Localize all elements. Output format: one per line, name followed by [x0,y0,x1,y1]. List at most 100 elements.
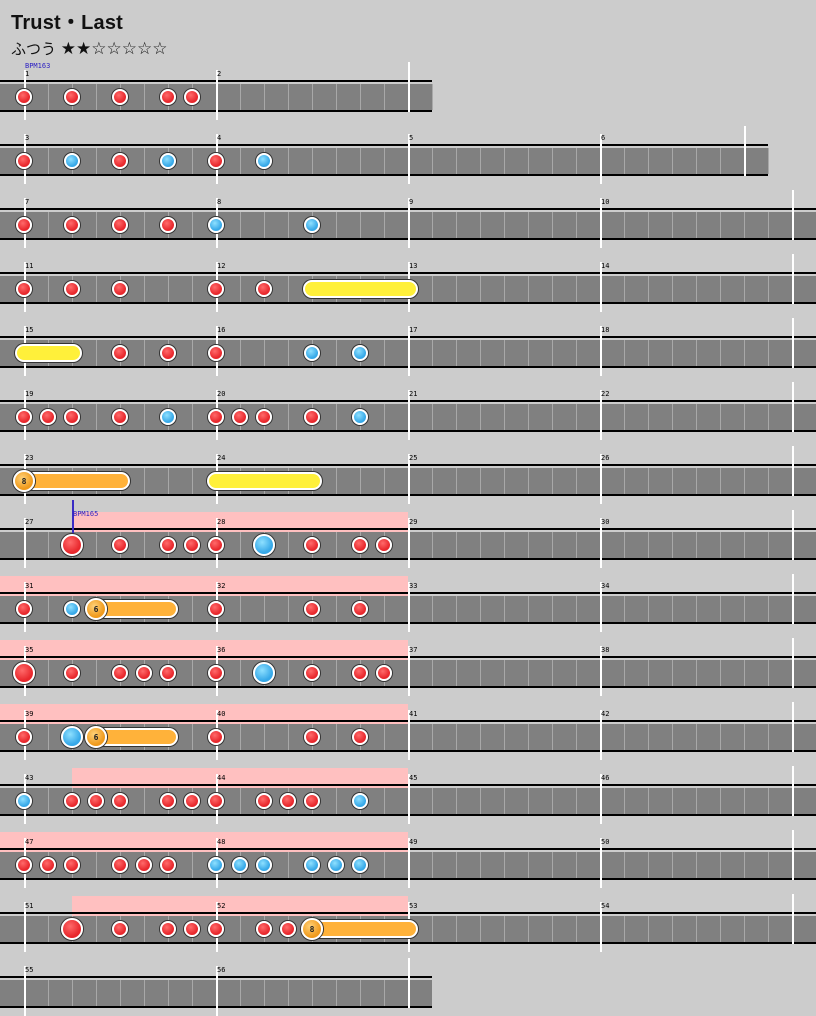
ka-note [160,409,176,425]
don-note [136,857,152,873]
don-note [256,921,272,937]
balloon-note-icon: 8 [13,470,35,492]
measure-line [600,582,602,632]
beat-line [504,852,505,878]
don-note [112,665,128,681]
beat-line [432,916,433,942]
lane-edge-bottom [0,174,768,176]
don-note [184,89,200,105]
beat-line [96,852,97,878]
beat-line [696,596,697,622]
measure-line-end [408,62,410,112]
drumroll-bar [15,344,82,362]
beat-line [288,852,289,878]
star-empty-icon: ☆ [137,39,153,59]
don-note [64,409,80,425]
measure-line [408,518,410,568]
beat-line [192,852,193,878]
measure-line-end [792,894,794,944]
beat-line [552,916,553,942]
beat-line [672,404,673,430]
measure-line-end [744,126,746,176]
measure-line-end [792,382,794,432]
beat-line [576,148,577,174]
measure-number: 9 [409,198,414,206]
beat-line [696,852,697,878]
beat-line [144,468,145,494]
beat-line [696,532,697,558]
beat-line [528,596,529,622]
beat-line [384,724,385,750]
ka-note [16,793,32,809]
measure-line-end [792,830,794,880]
beat-line [648,724,649,750]
beat-line [744,852,745,878]
beat-line [552,852,553,878]
star-empty-icon: ☆ [91,39,107,59]
don-note [160,345,176,361]
beat-line [48,276,49,302]
measure-line-end [792,510,794,560]
beat-line [384,788,385,814]
beat-line [336,532,337,558]
don-note [160,89,176,105]
don-note [112,921,128,937]
measure-line [408,390,410,440]
measure-line-end [408,958,410,1008]
beat-line [768,340,769,366]
ka-note [232,857,248,873]
beat-line [552,788,553,814]
beat-line [648,148,649,174]
don-note [304,793,320,809]
measure-line [600,838,602,888]
measure-number: 10 [601,198,610,206]
beat-line [480,916,481,942]
measure-line [600,774,602,824]
beat-line [720,532,721,558]
don-note [112,281,128,297]
beat-line [192,980,193,1006]
don-note [208,665,224,681]
measure-number: 2 [217,70,222,78]
don-note [16,89,32,105]
measure-line [600,134,602,184]
beat-line [744,276,745,302]
measure-number: 46 [601,774,610,782]
measure-number: 11 [25,262,34,270]
beat-line [768,788,769,814]
measure-number: 18 [601,326,610,334]
don-note [376,665,392,681]
beat-line [768,212,769,238]
beat-line [336,212,337,238]
don-note [16,217,32,233]
don-note [64,89,80,105]
beat-line [744,340,745,366]
measure-number: 53 [409,902,418,910]
star-filled-icon: ★ [60,39,77,59]
don-note [304,665,320,681]
difficulty-line: ふつう ★★☆☆☆☆☆ [11,38,168,59]
beat-line [168,468,169,494]
beat-line [456,340,457,366]
measure-line [600,710,602,760]
beat-line [528,532,529,558]
measure-line [600,262,602,312]
beat-line [480,724,481,750]
beat-line [504,276,505,302]
beat-line [288,724,289,750]
measure-line-end [792,638,794,688]
beat-line [576,532,577,558]
beat-line [696,340,697,366]
beat-line [576,596,577,622]
beat-line [288,980,289,1006]
beat-line [384,84,385,110]
beat-line [336,84,337,110]
beat-line [744,788,745,814]
don-note [352,601,368,617]
don-note [304,601,320,617]
beat-line [48,916,49,942]
beat-line [768,468,769,494]
don-note [352,665,368,681]
don-note [112,153,128,169]
beat-line [696,916,697,942]
